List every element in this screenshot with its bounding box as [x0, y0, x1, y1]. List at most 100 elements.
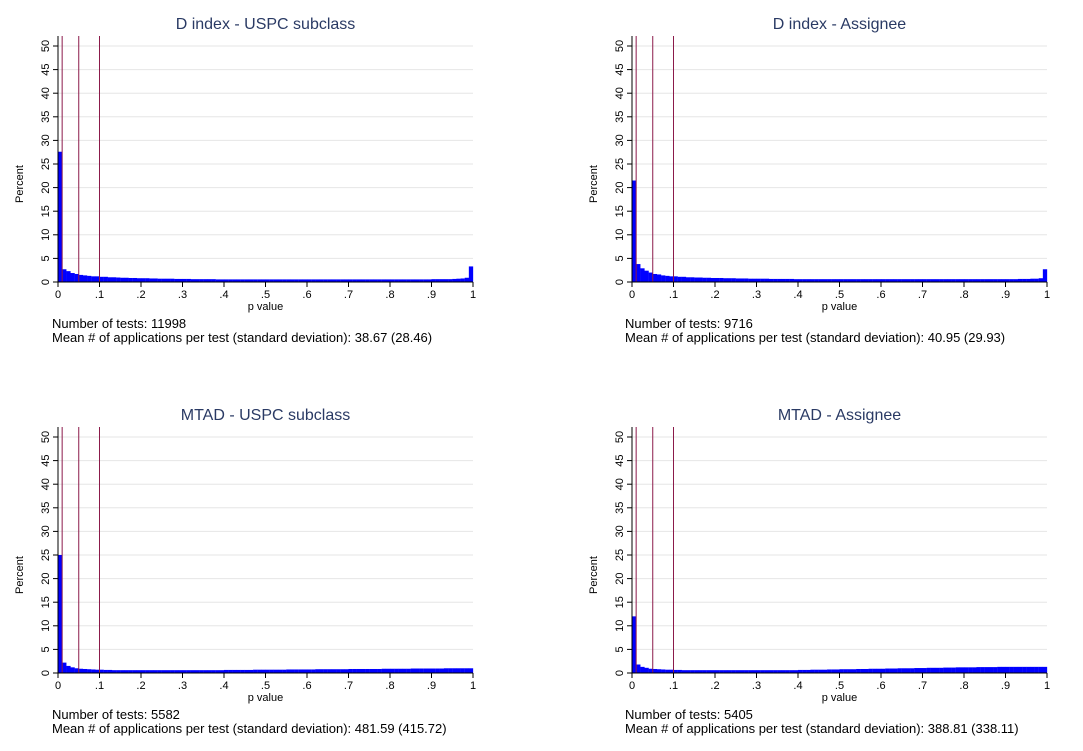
- histogram-bar: [988, 667, 994, 673]
- histogram-bar: [839, 669, 844, 673]
- histogram-bar: [777, 278, 782, 282]
- y-tick-label: 15: [40, 205, 52, 217]
- histogram-bar: [91, 276, 96, 282]
- histogram-bar: [419, 279, 424, 282]
- histogram-bar: [636, 664, 641, 673]
- histogram-bar: [257, 279, 262, 282]
- histogram-bar: [694, 277, 699, 282]
- histogram-bar: [1001, 666, 1006, 673]
- y-tick-label: 5: [614, 255, 626, 261]
- histogram-bar: [781, 278, 786, 282]
- histogram-bar: [984, 667, 990, 673]
- histogram-bar: [856, 668, 861, 673]
- histogram-bar: [219, 279, 225, 282]
- histogram-bar: [194, 670, 200, 673]
- histogram-bar: [282, 669, 287, 673]
- histogram-bar: [145, 278, 150, 282]
- x-tick-label: .6: [876, 289, 885, 301]
- histogram-bar: [282, 279, 287, 282]
- histogram-bar: [402, 668, 407, 673]
- x-tick-label: .6: [302, 289, 311, 301]
- histogram-bar: [993, 667, 998, 673]
- histogram-bar: [369, 279, 374, 282]
- histogram-bar: [781, 670, 786, 673]
- histogram-bar: [872, 279, 877, 282]
- histogram-bar: [360, 668, 366, 673]
- histogram-bar: [356, 668, 362, 673]
- histogram-bar: [132, 670, 137, 673]
- histogram-bar: [331, 279, 337, 282]
- histogram-bar: [240, 669, 245, 673]
- histogram-bar: [835, 279, 840, 282]
- histogram-bar: [901, 279, 907, 282]
- histogram-bar: [1005, 666, 1010, 673]
- histogram-bar: [723, 278, 728, 282]
- histogram-bar: [964, 279, 969, 282]
- histogram-bar: [1038, 278, 1043, 282]
- chart-panel-d-index-assignee: D index - Assignee 0 5 10 15 20 25 30 35 40 45 50 0.…: [574, 0, 1083, 375]
- histogram-bar: [344, 279, 349, 282]
- y-tick-label: 45: [40, 63, 52, 75]
- histogram-bar: [224, 279, 229, 282]
- y-axis-label: Percent: [588, 165, 600, 203]
- x-tick-label: .2: [710, 289, 719, 301]
- histogram-bar: [149, 278, 154, 282]
- x-tick-label: .8: [959, 289, 968, 301]
- histogram-bar: [968, 667, 973, 673]
- y-tick-label: 25: [614, 549, 626, 561]
- histogram-bar: [1030, 666, 1035, 673]
- histogram-bar: [885, 279, 890, 282]
- histogram-bar: [58, 555, 63, 673]
- histogram-bar: [856, 279, 861, 282]
- histogram-bar: [947, 279, 952, 282]
- x-tick-label: 1: [1044, 289, 1050, 301]
- x-tick-label: .4: [793, 289, 802, 301]
- histogram-bar: [914, 668, 919, 673]
- number-of-tests-note: Number of tests: 5582: [52, 707, 180, 722]
- histogram-bar: [394, 279, 399, 282]
- histogram-bar: [636, 264, 641, 282]
- histogram-bar: [219, 670, 225, 673]
- y-axis-label: Percent: [14, 556, 26, 594]
- histogram-bar: [427, 279, 432, 282]
- x-tick-label: .4: [219, 289, 228, 301]
- histogram-bar: [203, 279, 208, 282]
- y-tick-label: 40: [614, 87, 626, 99]
- histogram-bar: [136, 670, 142, 673]
- histogram-bar: [789, 670, 794, 673]
- histogram-bar: [710, 670, 716, 673]
- histogram-bar: [905, 279, 911, 282]
- histogram-bar: [943, 667, 948, 673]
- histogram-bar: [319, 669, 324, 673]
- histogram-bar: [443, 279, 449, 282]
- x-axis-label: p value: [248, 692, 283, 704]
- histogram-bar: [111, 277, 117, 282]
- histogram-bar: [311, 669, 316, 673]
- histogram-bar: [286, 669, 291, 673]
- histogram-bar: [161, 278, 167, 282]
- histogram-bar: [211, 279, 216, 282]
- histogram-bar: [644, 667, 649, 673]
- histogram-bar: [798, 279, 803, 282]
- y-tick-label: 35: [40, 111, 52, 123]
- chart-panel-mtad-uspc: MTAD - USPC subclass 0 5 10 15 20 25 30 35 40 45 50…: [0, 391, 540, 751]
- histogram-bar: [918, 279, 923, 282]
- x-tick-label: .7: [918, 680, 927, 692]
- histogram-bar: [170, 278, 175, 282]
- y-axis-label: Percent: [588, 556, 600, 594]
- histogram-bar: [460, 278, 465, 282]
- histogram-bar: [410, 279, 416, 282]
- y-tick-label: 35: [614, 111, 626, 123]
- histogram-bar: [727, 278, 732, 282]
- x-tick-label: .9: [1001, 289, 1010, 301]
- histogram-bar: [228, 669, 233, 673]
- histogram-bar: [427, 668, 432, 673]
- histogram-bar: [955, 667, 960, 673]
- y-tick-label: 15: [40, 596, 52, 608]
- histogram-bar: [1034, 278, 1039, 282]
- histogram-bar: [681, 276, 687, 282]
- histogram-bar: [327, 669, 333, 673]
- x-tick-label: .2: [136, 680, 145, 692]
- histogram-bar: [331, 669, 337, 673]
- histogram-bar: [170, 670, 175, 673]
